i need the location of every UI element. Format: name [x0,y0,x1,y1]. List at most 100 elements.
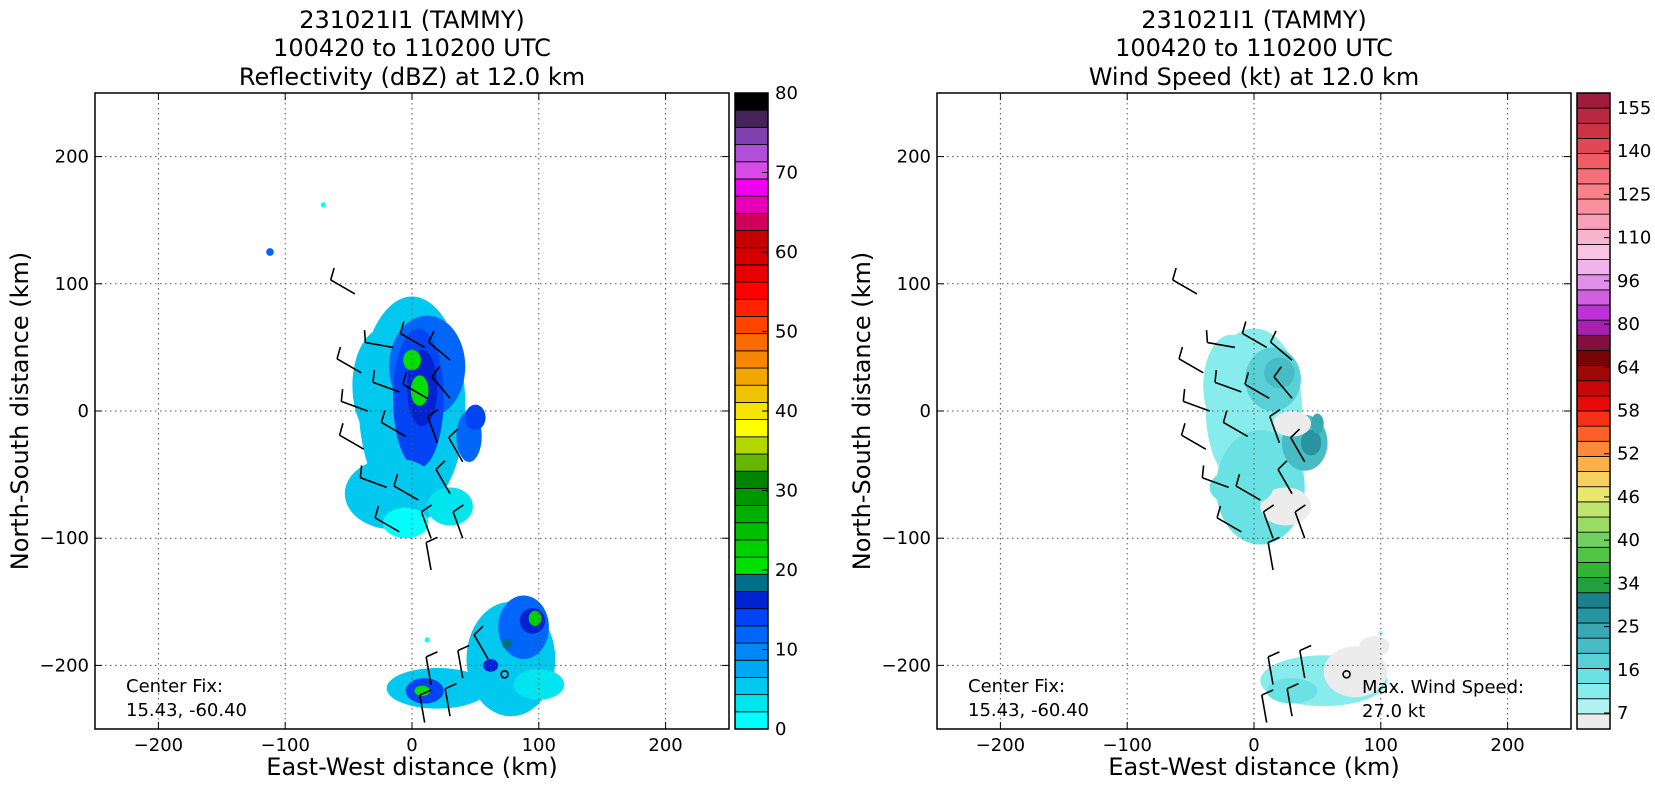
colorbar-segment [734,573,769,592]
panel-reflectivity: 231021I1 (TAMMY) 100420 to 110200 UTC Re… [6,6,798,781]
y-tick-label: 200 [897,147,931,168]
colorbar-segment [734,436,769,455]
wind-barb [420,504,433,539]
colorbar-segment [734,212,769,231]
panel-0-title-line-1: 231021I1 (TAMMY) [299,6,525,34]
wind-barb [1180,423,1207,450]
panel-1-plot-area: −200 −100 0 100 200 −200 −100 0 100 200 [882,92,1572,756]
colorbar-segment [734,298,769,317]
colorbar-tick-label: 80 [1617,314,1640,335]
field-blob-8 [1273,411,1312,437]
colorbar-segment [1576,244,1611,260]
wind-barb [1277,460,1293,495]
colorbar-segment [1576,577,1611,594]
field-blob-13 [1266,678,1318,704]
colorbar-tick-label: 40 [1617,530,1640,551]
wind-barb [1244,372,1270,399]
wind-barb [473,625,489,660]
colorbar-tick-label: 80 [775,83,798,104]
colorbar-segment [1576,198,1611,215]
colorbar-segment [734,522,769,541]
colorbar-tick-label: 96 [1617,271,1640,292]
colorbar-segment [734,591,769,610]
colorbar-tick-label: 10 [775,640,798,661]
colorbar-segment [734,367,769,386]
colorbar-tick-label: 140 [1617,141,1651,162]
wind-barb [435,460,451,495]
colorbar-segment [734,195,769,214]
wind-barb [329,267,356,295]
panel-0-grid [95,93,729,729]
colorbar-segment [1576,683,1611,700]
colorbar-segment [1576,592,1611,609]
colorbar-segment [734,625,769,644]
colorbar-segment [1576,471,1611,488]
colorbar-segment [1576,607,1611,624]
wind-barb [1171,267,1198,295]
panel-1-max-wind-value: 27.0 kt [1362,701,1425,722]
colorbar-tick-label: 60 [775,242,798,263]
panel-1-title-line-3: Wind Speed (kt) at 12.0 km [1089,63,1420,91]
y-tick-label: −100 [40,528,89,549]
wind-barb [425,536,438,571]
panel-0-reflectivity-field [266,202,565,717]
field-blob-5 [410,375,429,406]
colorbar-tick-label: 7 [1617,703,1628,724]
wind-barb [1267,651,1280,685]
wind-barb [1182,389,1210,412]
panel-0-ylabel: North-South distance (km) [6,252,34,571]
wind-barb [1290,428,1306,463]
x-tick-label: −100 [260,735,309,756]
wind-barb [372,369,400,393]
field-blob-24 [424,637,430,643]
panel-1-center-fix-value: 15.43, -60.40 [968,700,1089,721]
wind-barb [452,504,464,539]
wind-barb [359,465,387,489]
panel-0-xlabel: East-West distance (km) [266,753,557,781]
colorbar-segment [1576,486,1611,503]
colorbar-segment [1576,698,1611,715]
field-blob-14 [1359,636,1390,657]
colorbar-tick-label: 70 [775,163,798,184]
wind-barb [1267,536,1280,571]
panel-1-wind-barbs [1171,267,1312,723]
x-tick-label: −200 [976,735,1025,756]
colorbar-segment [734,161,769,180]
wind-barb [340,389,368,412]
x-tick-label: 200 [1490,735,1524,756]
colorbar-segment [1576,425,1611,442]
panel-0-center-fix-label: Center Fix: [126,676,223,697]
colorbar-tick-label: 34 [1617,573,1640,594]
colorbar-tick-label: 110 [1617,228,1651,249]
x-tick-label: 100 [1364,735,1398,756]
panel-0-center-fix-value: 15.43, -60.40 [126,700,247,721]
colorbar-segment [734,333,769,352]
colorbar-segment [1576,350,1611,366]
wind-barb [399,321,426,349]
wind-barb [431,366,451,399]
wind-barb [1235,473,1261,501]
wind-barb [1241,321,1268,349]
wind-barb [1262,504,1275,539]
colorbar-segment [1576,92,1611,109]
x-tick-label: −100 [1102,735,1151,756]
field-blob-15 [528,610,542,626]
colorbar-segment [1576,562,1611,578]
y-tick-label: 100 [55,274,89,295]
colorbar-segment [1576,456,1611,472]
wind-barb [419,689,432,723]
panel-0-colorbar: 0 10 20 30 40 50 60 70 80 [734,83,798,740]
colorbar-segment [734,109,769,128]
colorbar-tick-label: 125 [1617,184,1651,205]
wind-barb [425,651,438,685]
panel-1-grid [937,93,1571,729]
colorbar-segment [734,659,769,678]
panel-0-plot-area: −200 −100 0 100 200 −200 −100 0 100 200 [40,92,730,756]
panel-0-center-fix-marker [500,670,509,679]
colorbar-tick-label: 58 [1617,401,1640,422]
field-blob-4 [1264,357,1295,389]
panel-1-title-line-2: 100420 to 110200 UTC [1115,34,1393,62]
colorbar-tick-label: 20 [775,560,798,581]
colorbar-tick-label: 40 [775,401,798,422]
colorbar-segment [1576,319,1611,336]
